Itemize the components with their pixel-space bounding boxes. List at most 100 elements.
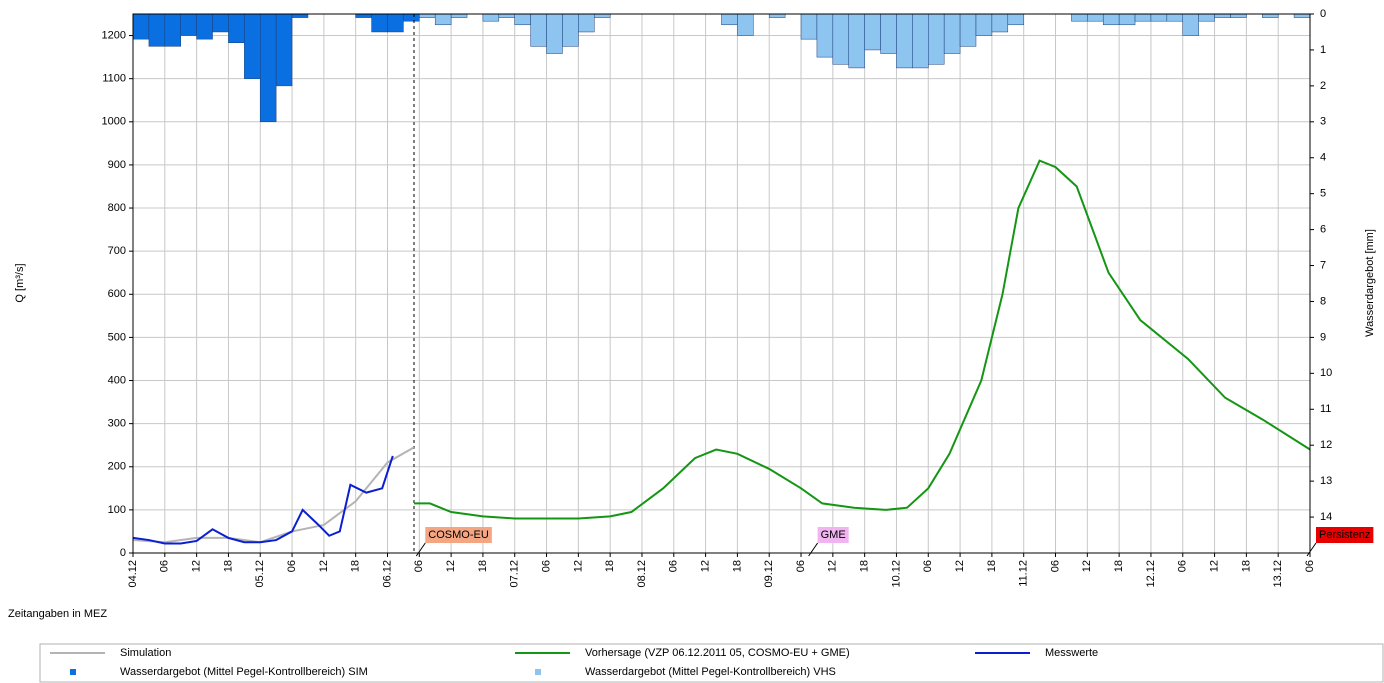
x-tick-label: 04.12 — [127, 560, 139, 588]
bar — [1118, 13, 1136, 26]
x-tick-label: 18 — [477, 560, 489, 572]
y2-axis-label: Wasserdargebot [mm] — [1364, 229, 1376, 337]
y2-tick-label: 8 — [1320, 295, 1326, 307]
y-tick-label: 1200 — [102, 29, 126, 41]
bar — [482, 13, 500, 22]
y2-tick-label: 14 — [1320, 511, 1332, 523]
x-tick-label: 07.12 — [509, 560, 521, 588]
y2-tick-label: 0 — [1320, 8, 1326, 20]
x-tick-label: 18 — [604, 560, 616, 572]
bar — [1007, 13, 1024, 26]
bar — [1071, 13, 1088, 22]
x-tick-label: 06 — [540, 560, 552, 572]
bar — [1087, 13, 1104, 22]
y2-tick-label: 3 — [1320, 116, 1326, 128]
y-tick-label: 100 — [108, 504, 126, 516]
x-tick-label: 06.12 — [381, 560, 393, 588]
x-tick-label: 12 — [700, 560, 712, 572]
x-tick-label: 12 — [1081, 560, 1093, 572]
y2-tick-label: 4 — [1320, 152, 1326, 164]
bar — [1198, 13, 1215, 22]
bar — [371, 13, 388, 33]
legend-swatch — [70, 669, 76, 675]
x-tick-label: 06 — [159, 560, 171, 572]
bar — [1230, 13, 1247, 18]
y2-tick-label: 12 — [1320, 439, 1332, 451]
x-tick-label: 12 — [1208, 560, 1220, 572]
bar — [1262, 13, 1279, 18]
y-tick-label: 400 — [108, 374, 126, 386]
y2-tick-label: 5 — [1320, 188, 1326, 200]
bar — [816, 13, 834, 58]
x-tick-label: 12 — [827, 560, 839, 572]
bar — [148, 13, 166, 47]
x-tick-label: 12 — [191, 560, 203, 572]
bar — [275, 13, 293, 87]
x-tick-label: 06 — [1177, 560, 1189, 572]
y2-tick-label: 1 — [1320, 44, 1326, 56]
bar — [546, 13, 563, 54]
x-tick-label: 08.12 — [636, 560, 648, 588]
bar — [928, 13, 945, 65]
y2-tick-label: 10 — [1320, 367, 1332, 379]
bar — [991, 13, 1009, 33]
y-tick-label: 200 — [108, 461, 126, 473]
bar — [434, 13, 452, 26]
y-tick-label: 800 — [108, 202, 126, 214]
bar — [514, 13, 531, 26]
bar — [164, 13, 181, 47]
x-tick-label: 18 — [986, 560, 998, 572]
line — [413, 159, 1311, 520]
line — [132, 455, 394, 545]
bar — [498, 13, 515, 18]
bar — [943, 13, 961, 54]
x-tick-label: 18 — [859, 560, 871, 572]
annotation-box — [425, 527, 492, 543]
x-tick-label: 06 — [1049, 560, 1061, 572]
x-tick-label: 12 — [445, 560, 457, 572]
x-tick-label: 06 — [795, 560, 807, 572]
bar — [768, 13, 786, 18]
y2-tick-label: 6 — [1320, 224, 1326, 236]
bar — [1102, 13, 1120, 26]
legend-label: Messwerte — [1045, 647, 1098, 659]
y2-tick-label: 9 — [1320, 331, 1326, 343]
y-tick-label: 300 — [108, 418, 126, 430]
bar — [832, 13, 849, 65]
x-tick-label: 06 — [413, 560, 425, 572]
bar — [355, 13, 372, 18]
annotation-box — [817, 527, 849, 543]
y-tick-label: 0 — [120, 547, 126, 559]
x-tick-label: 12 — [954, 560, 966, 572]
bar — [737, 13, 754, 36]
x-tick-label: 18 — [731, 560, 743, 572]
x-tick-label: 11.12 — [1018, 560, 1030, 587]
bar — [721, 13, 738, 26]
y-tick-label: 1000 — [102, 116, 126, 128]
annotation: COSMO-EU — [428, 529, 489, 541]
bar — [196, 13, 213, 40]
bar — [244, 13, 261, 79]
plot-frame — [132, 13, 1311, 554]
x-tick-label: 09.12 — [763, 560, 775, 588]
annotation-box — [1316, 527, 1374, 543]
y-tick-label: 900 — [108, 159, 126, 171]
legend-box — [39, 643, 1384, 683]
x-tick-label: 13.12 — [1272, 560, 1284, 588]
annotation-leader — [1306, 542, 1317, 557]
bar — [594, 13, 611, 18]
x-tick-label: 06 — [922, 560, 934, 572]
x-tick-label: 12.12 — [1145, 560, 1157, 588]
bar — [180, 13, 197, 36]
bar — [864, 13, 881, 51]
bar — [800, 13, 818, 40]
bar — [562, 13, 579, 47]
bar — [259, 13, 277, 123]
x-tick-label: 10.12 — [890, 560, 902, 588]
x-tick-label: 12 — [318, 560, 330, 572]
legend-label: Simulation — [120, 647, 171, 659]
annotation-leader — [415, 542, 426, 557]
bar — [975, 13, 993, 36]
y-tick-label: 600 — [108, 288, 126, 300]
bar — [1150, 13, 1168, 22]
